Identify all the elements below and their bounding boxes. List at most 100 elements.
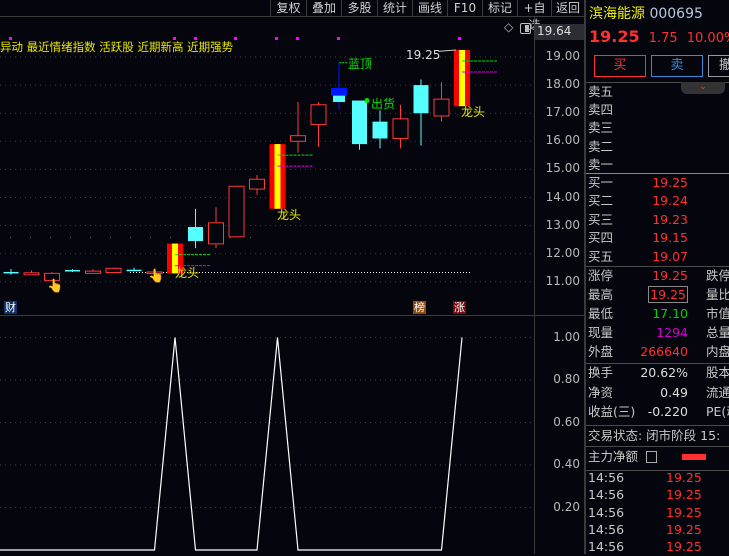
candle-body xyxy=(392,118,409,139)
signal-dot xyxy=(194,37,197,40)
candle-body xyxy=(413,85,429,114)
buy-level-row: 买五 19.07 xyxy=(588,248,729,266)
row-label: 净资 xyxy=(588,384,614,400)
row-value: 20.62% xyxy=(640,365,688,380)
f10-button[interactable]: F10 xyxy=(447,0,482,17)
candle-body xyxy=(372,121,388,139)
stat-row: 最高 19.25 量比 xyxy=(588,286,729,304)
current-price-label: 19.64 xyxy=(535,24,584,40)
tick-price: 19.25 xyxy=(666,504,702,520)
dragon-candle-core xyxy=(274,144,281,209)
badge-zhang[interactable]: 涨 xyxy=(453,301,466,314)
green-dot xyxy=(30,236,31,238)
price-axis-label: 18.00 xyxy=(545,77,580,92)
badge-cai[interactable]: 财 xyxy=(4,301,17,314)
badge-bang[interactable]: 榜 xyxy=(413,301,426,314)
buy-level-row: 买三 19.23 xyxy=(588,211,729,229)
green-dot xyxy=(170,236,171,238)
stat-row: 换手 20.62% 股本 xyxy=(588,364,729,382)
candlestick-chart[interactable] xyxy=(0,17,534,554)
dragon-head-label: 龙头 xyxy=(175,266,200,280)
green-dot xyxy=(250,236,251,238)
row-label-2: PE(动 xyxy=(706,404,729,419)
price-axis-label: 15.00 xyxy=(545,161,580,176)
dragon-candle-core xyxy=(459,49,465,107)
divider xyxy=(586,266,729,267)
signal-dot xyxy=(275,37,278,40)
panel-toggle-icon[interactable] xyxy=(520,23,531,34)
pane-divider[interactable] xyxy=(0,315,584,316)
row-value: 0.49 xyxy=(660,384,688,400)
row-label: 现量 xyxy=(588,325,614,340)
indicator-axis-label: 1.00 xyxy=(553,329,580,344)
overlay-button[interactable]: 叠加 xyxy=(306,0,341,17)
restore-rights-button[interactable]: 复权 xyxy=(270,0,306,17)
row-value: 19.15 xyxy=(652,230,688,246)
tick-time: 14:56 xyxy=(588,539,625,555)
divider xyxy=(586,425,729,426)
row-value: 17.10 xyxy=(652,306,688,321)
row-label-2: 市值 xyxy=(706,306,729,321)
row-label: 最低 xyxy=(588,306,614,321)
draw-line-button[interactable]: 画线 xyxy=(412,0,447,17)
cancel-order-button[interactable]: 撤 xyxy=(708,55,729,77)
candle-body xyxy=(105,267,122,274)
signal-dot xyxy=(458,37,461,40)
multi-stock-button[interactable]: 多股 xyxy=(341,0,377,17)
divider xyxy=(586,446,729,447)
stat-row: 外盘 266640 内盘 xyxy=(588,343,729,361)
mark-button[interactable]: 标记 xyxy=(482,0,517,17)
hand-pointer-icon[interactable]: 👆 xyxy=(47,279,64,294)
sell-signal-dot xyxy=(364,98,370,104)
row-value: -0.220 xyxy=(647,404,688,419)
expand-chevron-icon[interactable]: ⌄ xyxy=(681,82,725,94)
indicator-axis-label: 0.20 xyxy=(553,499,580,514)
hand-pointer-icon[interactable]: 👆 xyxy=(148,269,165,284)
signal-dot xyxy=(296,37,299,40)
candle-body xyxy=(290,135,306,142)
green-dot xyxy=(90,236,91,238)
candle-body xyxy=(331,87,347,96)
tick-time: 14:56 xyxy=(588,504,625,520)
tick-time: 14:56 xyxy=(588,470,625,485)
row-label: 外盘 xyxy=(588,344,614,359)
buy-level-row: 买一 19.25 xyxy=(588,174,729,192)
list-icon[interactable] xyxy=(646,451,657,463)
diamond-icon[interactable]: ◇ xyxy=(504,20,514,34)
signal-dot xyxy=(337,37,340,40)
trade-status: 交易状态: 闭市阶段 15: xyxy=(588,428,721,443)
tick-price: 19.25 xyxy=(666,521,702,537)
sell-signal-label: 出货 xyxy=(371,97,396,111)
row-label-2: 股本 xyxy=(706,365,729,380)
row-value: 266640 xyxy=(640,344,688,359)
indicator-axis-label: 0.80 xyxy=(553,372,580,386)
row-label: 最高 xyxy=(588,287,614,302)
buy-button[interactable]: 买 xyxy=(594,55,646,77)
sell-level-row: 卖四 xyxy=(588,101,729,119)
row-label: 涨停 xyxy=(588,268,614,283)
statistics-button[interactable]: 统计 xyxy=(377,0,412,17)
tick-row: 14:56 19.25 xyxy=(588,521,729,539)
divider xyxy=(586,470,729,471)
tick-price: 19.25 xyxy=(666,470,702,485)
green-dot xyxy=(70,236,71,238)
sell-button[interactable]: 卖 xyxy=(651,55,703,77)
green-dot xyxy=(230,236,231,238)
chart-toolbar: 复权 叠加 多股 统计 画线 F10 标记 +自选 返回 xyxy=(0,0,586,32)
sell-level-row: 卖二 xyxy=(588,138,729,156)
back-button[interactable]: 返回 xyxy=(551,0,584,17)
panel-divider[interactable] xyxy=(584,0,586,554)
row-label-2: 量比 xyxy=(706,287,729,302)
price-axis-label: 14.00 xyxy=(545,189,580,204)
price-row: 19.25 1.75 10.00% xyxy=(589,27,729,46)
dragon-head-label: 龙头 xyxy=(461,105,486,119)
add-watchlist-button[interactable]: +自选 xyxy=(517,0,551,32)
divider xyxy=(586,82,729,83)
indicator-legend: 异动 最近情绪指数 活跃股 近期新高 近期强势 xyxy=(0,40,234,54)
candle-body xyxy=(126,269,142,272)
price-axis-label: 11.00 xyxy=(545,273,580,288)
tick-row: 14:56 19.25 xyxy=(588,469,729,487)
stock-name: 滨海能源 xyxy=(589,6,645,22)
candle-body xyxy=(3,271,19,274)
signal-dot xyxy=(173,37,176,40)
